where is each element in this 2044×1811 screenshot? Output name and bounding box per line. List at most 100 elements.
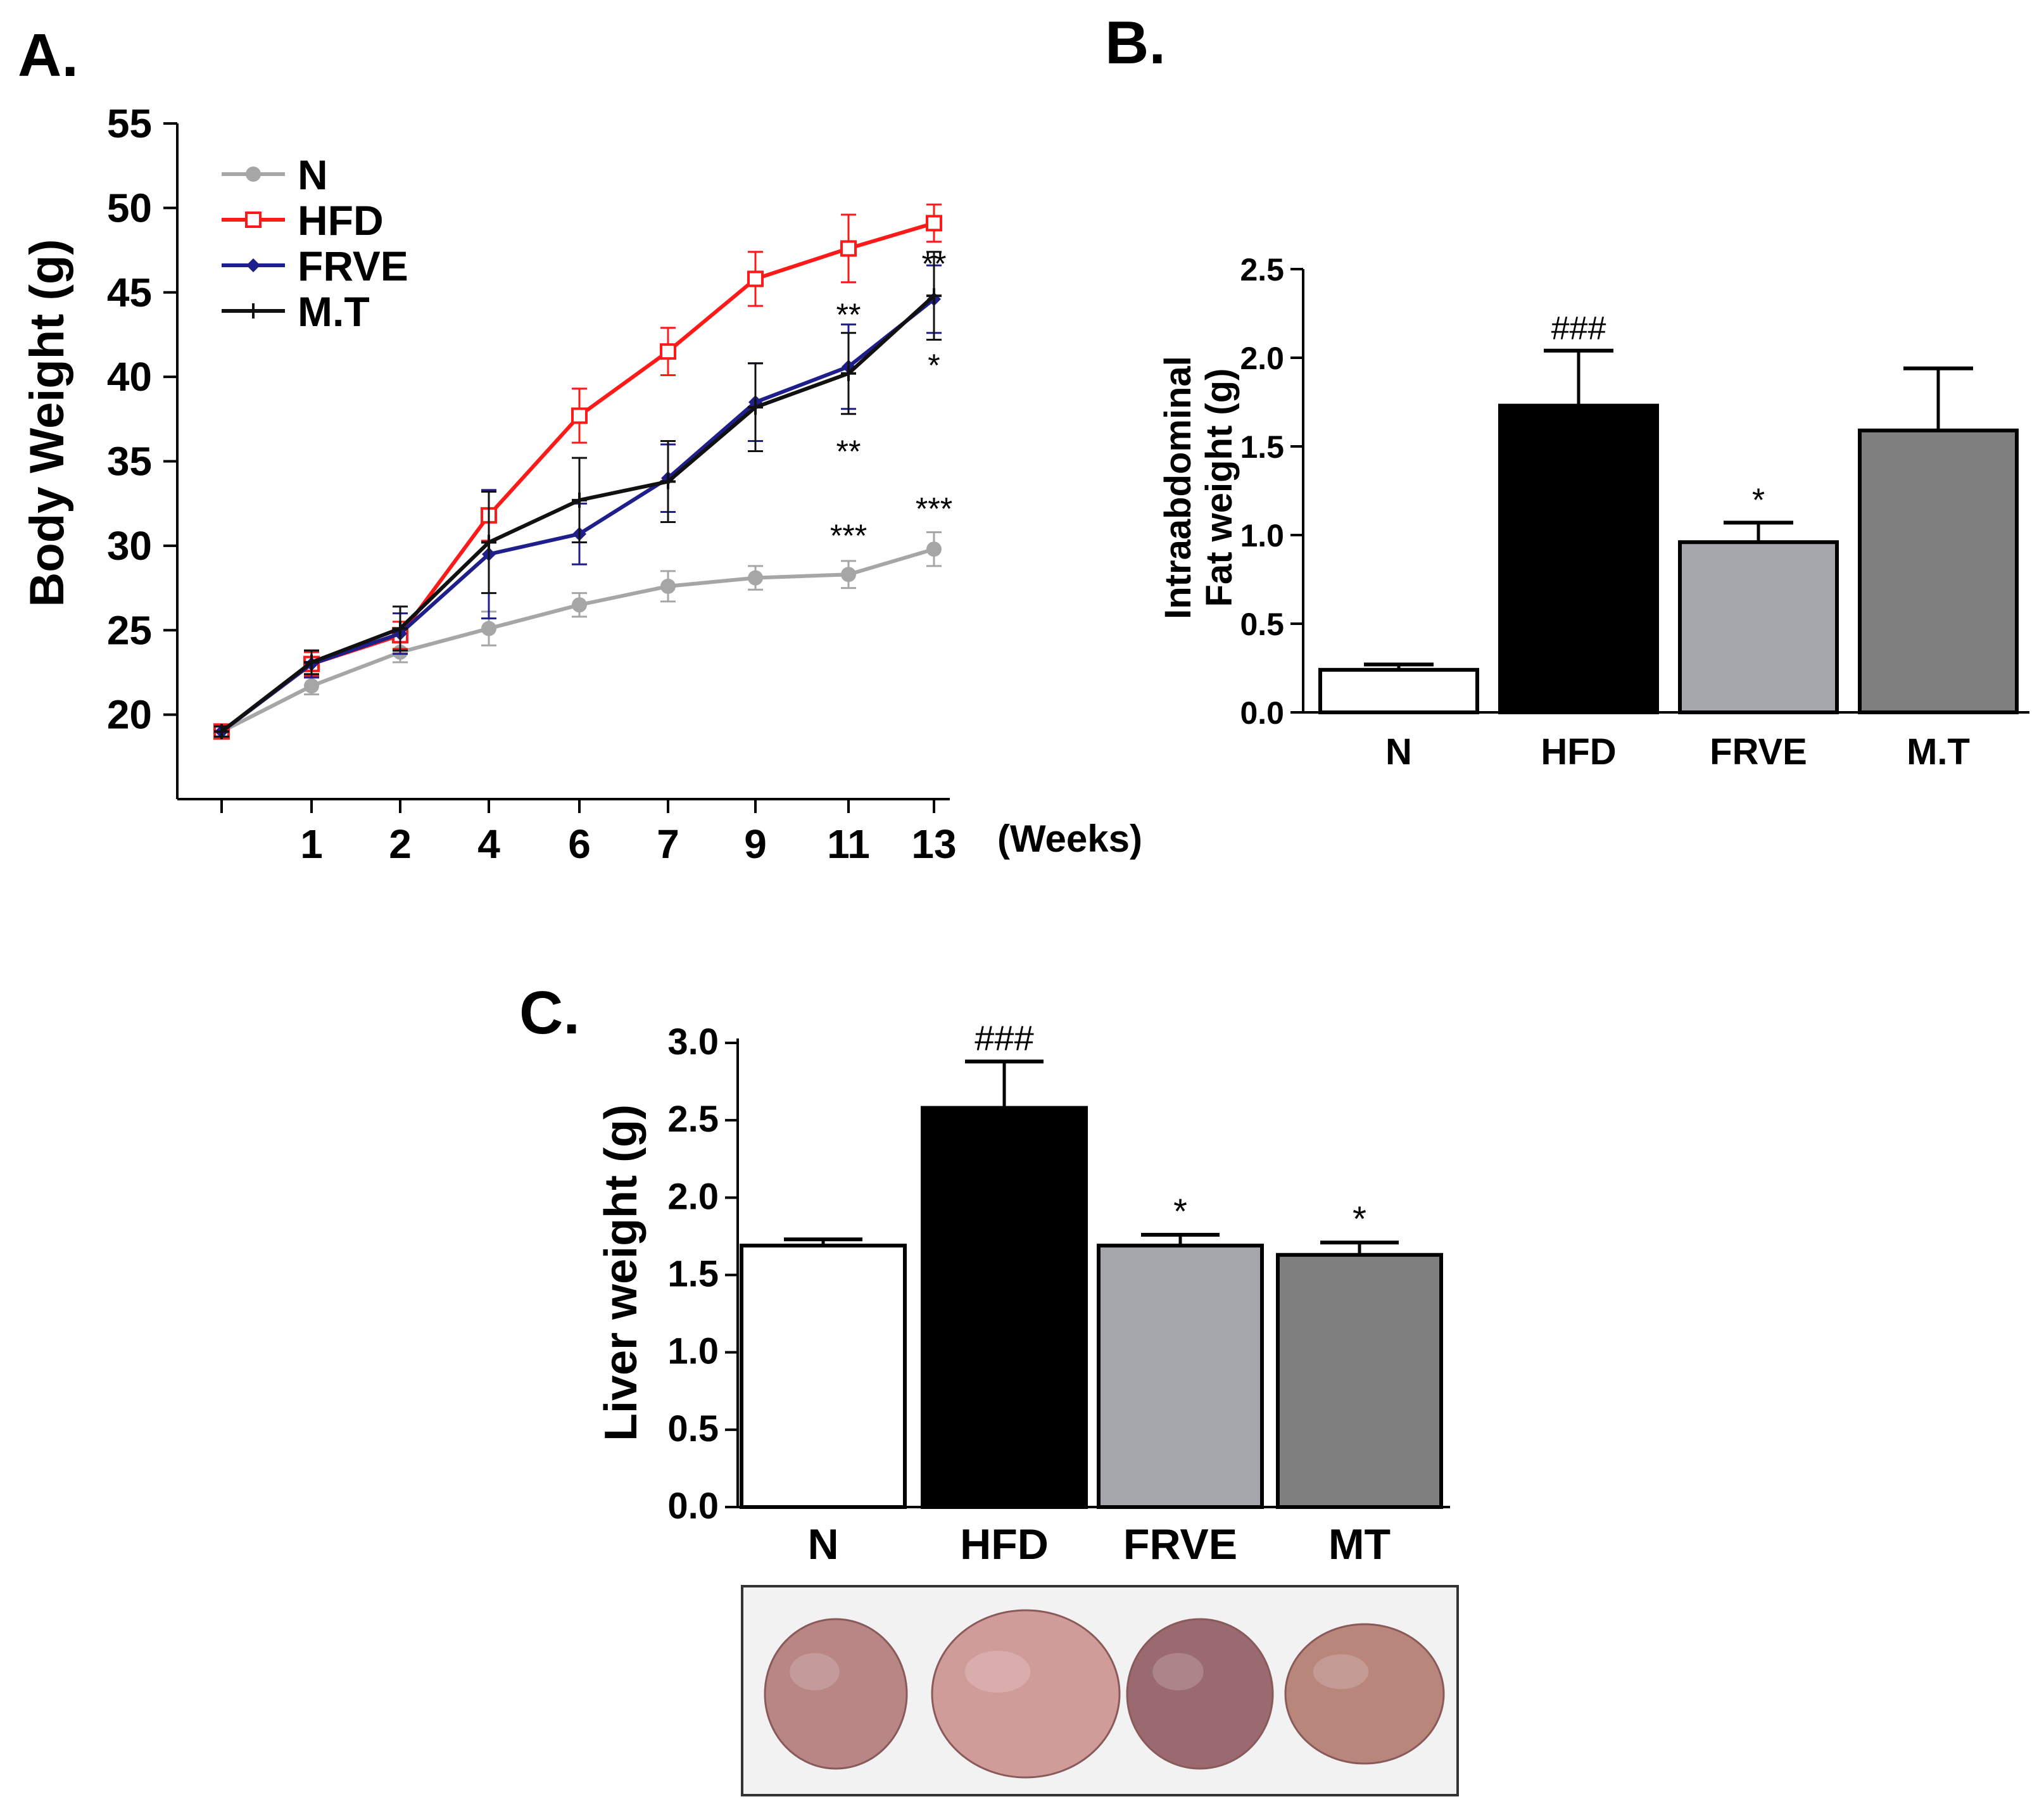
chart-b-bar-mt [1858,428,2019,714]
chart-a-x-tick-label: 9 [744,821,767,867]
chart-a-legend-marker [245,211,262,228]
liver-weight-bar-chart: Liver weight (g) 0.0 0.5 1.0 1.5 2.0 2.5 3.0 N H… [596,1018,1450,1568]
liver-sample-highlight [964,1651,1031,1693]
chart-c-y-tick-label: 0.0 [667,1486,719,1527]
chart-a-series-line-mt [220,294,936,733]
chart-a-x-tick-label: 13 [911,821,956,867]
chart-a-legend-label: HFD [298,197,384,244]
chart-a-point [660,343,676,360]
liver-sample-highlight [1313,1654,1369,1689]
chart-a-annotation: ** [836,434,861,469]
liver-sample-n [764,1618,908,1770]
chart-a-x-tick-label: 6 [568,821,591,867]
chart-a-point [660,474,676,489]
chart-a-y-tick-label: 25 [107,607,152,653]
chart-c-category-label: FRVE [1123,1520,1237,1568]
chart-b-significance-label: ### [1551,310,1606,347]
chart-b-category-label: M.T [1907,731,1970,773]
chart-a-point [660,578,676,594]
chart-b-y-tick-label: 2.5 [1240,252,1284,287]
fat-weight-bar-chart: Intraabdominal Fat weight (g) 0.0 0.5 1.0 1… [1158,252,2029,773]
chart-a-x-tick-label: 11 [827,821,870,867]
chart-b-y-tick-label: 0.0 [1240,695,1284,731]
chart-b-bar-n [1318,667,1479,715]
liver-sample-highlight [1152,1653,1204,1691]
chart-c-category-label: N [807,1520,838,1568]
chart-a-point [926,215,942,232]
chart-c-y-tick-label: 2.5 [667,1099,719,1140]
chart-c-y-tick-label: 1.0 [667,1331,719,1372]
chart-a-legend-marker [246,258,260,272]
chart-a-y-tick-label: 50 [107,185,152,230]
chart-c-bar-mt [1276,1253,1443,1510]
chart-c-significance-label: * [1353,1199,1366,1239]
chart-a-point [393,621,408,636]
chart-a-annotation: ** [922,246,947,282]
body-weight-line-chart: Body Weight (g) (Weeks) 20 25 30 35 40 45 50 55… [20,101,1142,867]
chart-c-y-tick-label: 3.0 [667,1021,719,1063]
chart-b-y-tick-label: 0.5 [1240,607,1284,642]
chart-c-y-tick-label: 2.0 [667,1176,719,1217]
chart-a-point [748,400,763,415]
chart-a-legend-marker [246,303,261,319]
liver-sample-highlight [790,1653,840,1691]
chart-c-bar-n [740,1244,907,1509]
chart-a-y-tick-label: 30 [107,523,152,569]
chart-a-y-tick-label: 45 [107,270,152,315]
chart-a-point [481,534,496,550]
chart-a-point [481,621,496,636]
chart-b-y-tick-label: 1.0 [1240,518,1284,553]
chart-b-significance-label: * [1752,482,1765,519]
chart-a-point [304,654,319,670]
chart-c-bar-frve [1097,1244,1264,1509]
chart-c-significance-label: * [1173,1191,1187,1231]
chart-c-y-axis-label: Liver weight (g) [596,1104,647,1441]
chart-a-y-axis-label: Body Weight (g) [20,239,74,607]
chart-a-annotation: * [928,348,940,383]
panel-b-label: B. [1105,9,1166,77]
liver-sample-hfd [931,1609,1121,1779]
chart-a-y-tick-label: 35 [107,439,152,484]
liver-photo [741,1585,1459,1796]
chart-a-point [840,240,857,257]
chart-a-legend-marker [246,167,261,182]
liver-sample-mt [1284,1623,1445,1765]
chart-a-x-tick-label: 2 [389,821,412,867]
chart-a-y-tick-label: 55 [107,101,152,146]
chart-a-x-tick-label: 4 [477,821,500,867]
chart-a-series-line-frve [220,298,935,733]
chart-b-y-tick-label: 1.5 [1240,429,1284,465]
chart-a-annotation: *** [916,491,952,527]
chart-c-bar-hfd [921,1106,1088,1509]
chart-b-y-tick-label: 2.0 [1240,341,1284,376]
chart-a-point [572,597,587,613]
chart-a-x-tick-label: 1 [300,821,323,867]
chart-b-y-axis-label-line1: Intraabdominal [1158,356,1199,619]
panel-a-label: A. [18,22,79,89]
chart-a-point [926,288,942,304]
chart-c-y-tick-label: 0.5 [667,1408,719,1449]
chart-b-category-label: N [1385,731,1412,773]
chart-b-bar-frve [1678,540,1839,714]
chart-b-bar-hfd [1498,403,1659,714]
panel-c-label: C. [519,979,580,1047]
chart-c-category-label: MT [1328,1520,1391,1568]
chart-a-point [748,570,763,586]
chart-b-category-label: FRVE [1710,731,1807,773]
chart-a-x-tick-label: 7 [657,821,679,867]
chart-a-point [571,407,588,424]
chart-c-significance-label: ### [975,1018,1033,1057]
chart-a-point [926,541,942,557]
chart-a-point [304,678,319,694]
chart-b-category-label: HFD [1541,731,1616,773]
chart-a-point [214,724,229,740]
chart-a-legend-label: FRVE [298,243,408,289]
chart-a-annotation: ** [836,297,861,332]
chart-a-point [841,365,856,381]
chart-a-point [841,567,856,583]
chart-a-annotation: *** [830,518,867,553]
chart-a-y-tick-label: 20 [107,692,152,738]
chart-c-y-tick-label: 1.5 [667,1254,719,1295]
chart-a-y-tick-label: 40 [107,354,152,400]
